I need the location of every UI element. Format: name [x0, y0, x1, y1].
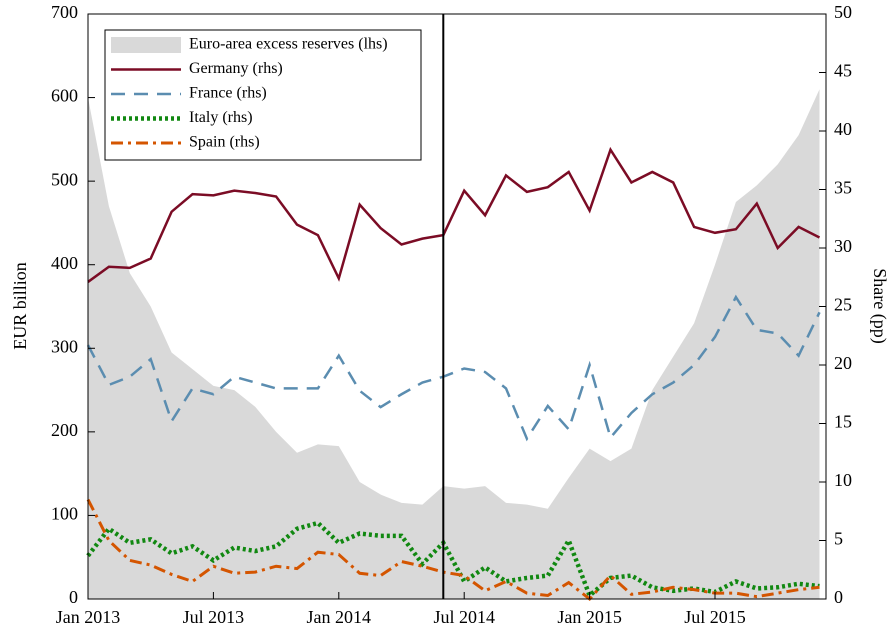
x-tick-label: Jan 2014: [307, 607, 372, 627]
x-tick-label: Jan 2015: [557, 607, 622, 627]
y-tick-label: 700: [51, 2, 78, 22]
line: [87, 146, 821, 283]
x-tick-label: Jul 2014: [433, 607, 495, 627]
y-tick-label: 200: [51, 420, 78, 440]
y2-tick-label: 45: [834, 61, 852, 81]
area: [88, 89, 820, 599]
y2-tick-label: 10: [834, 470, 852, 490]
y2-tick-label: 20: [834, 353, 852, 373]
legend-label: Spain (rhs): [189, 134, 260, 151]
y-tick-label: 500: [51, 169, 78, 189]
y-tick-label: 300: [51, 336, 78, 356]
y2-tick-label: 40: [834, 119, 852, 139]
y2-tick-label: 0: [834, 587, 843, 607]
legend: Euro-area excess reserves (lhs) Germany (…: [104, 29, 422, 161]
line: [86, 294, 821, 442]
y2-tick-label: 50: [834, 2, 852, 22]
x-tick-label: Jul 2015: [684, 607, 746, 627]
legend-swatch: [111, 37, 181, 53]
x-tick-label: Jan 2013: [56, 607, 121, 627]
y2-axis-label: Share (pp): [869, 268, 890, 343]
y2-tick-label: 15: [834, 412, 852, 432]
legend-label: Italy (rhs): [189, 109, 253, 126]
x-tick-label: Jul 2013: [183, 607, 245, 627]
y2-tick-label: 30: [834, 236, 852, 256]
legend-label: Germany (rhs): [189, 60, 283, 77]
line: [86, 498, 820, 602]
legend-label: Euro-area excess reserves (lhs): [189, 36, 388, 53]
y-tick-label: 0: [69, 587, 78, 607]
y-axis-label: EUR billion: [10, 262, 30, 350]
y-tick-label: 100: [51, 504, 78, 524]
legend-label: France (rhs): [189, 85, 267, 102]
y2-tick-label: 25: [834, 295, 852, 315]
y2-tick-label: 35: [834, 178, 852, 198]
y-tick-label: 400: [51, 253, 78, 273]
y-tick-label: 600: [51, 86, 78, 106]
y2-tick-label: 5: [834, 529, 843, 549]
